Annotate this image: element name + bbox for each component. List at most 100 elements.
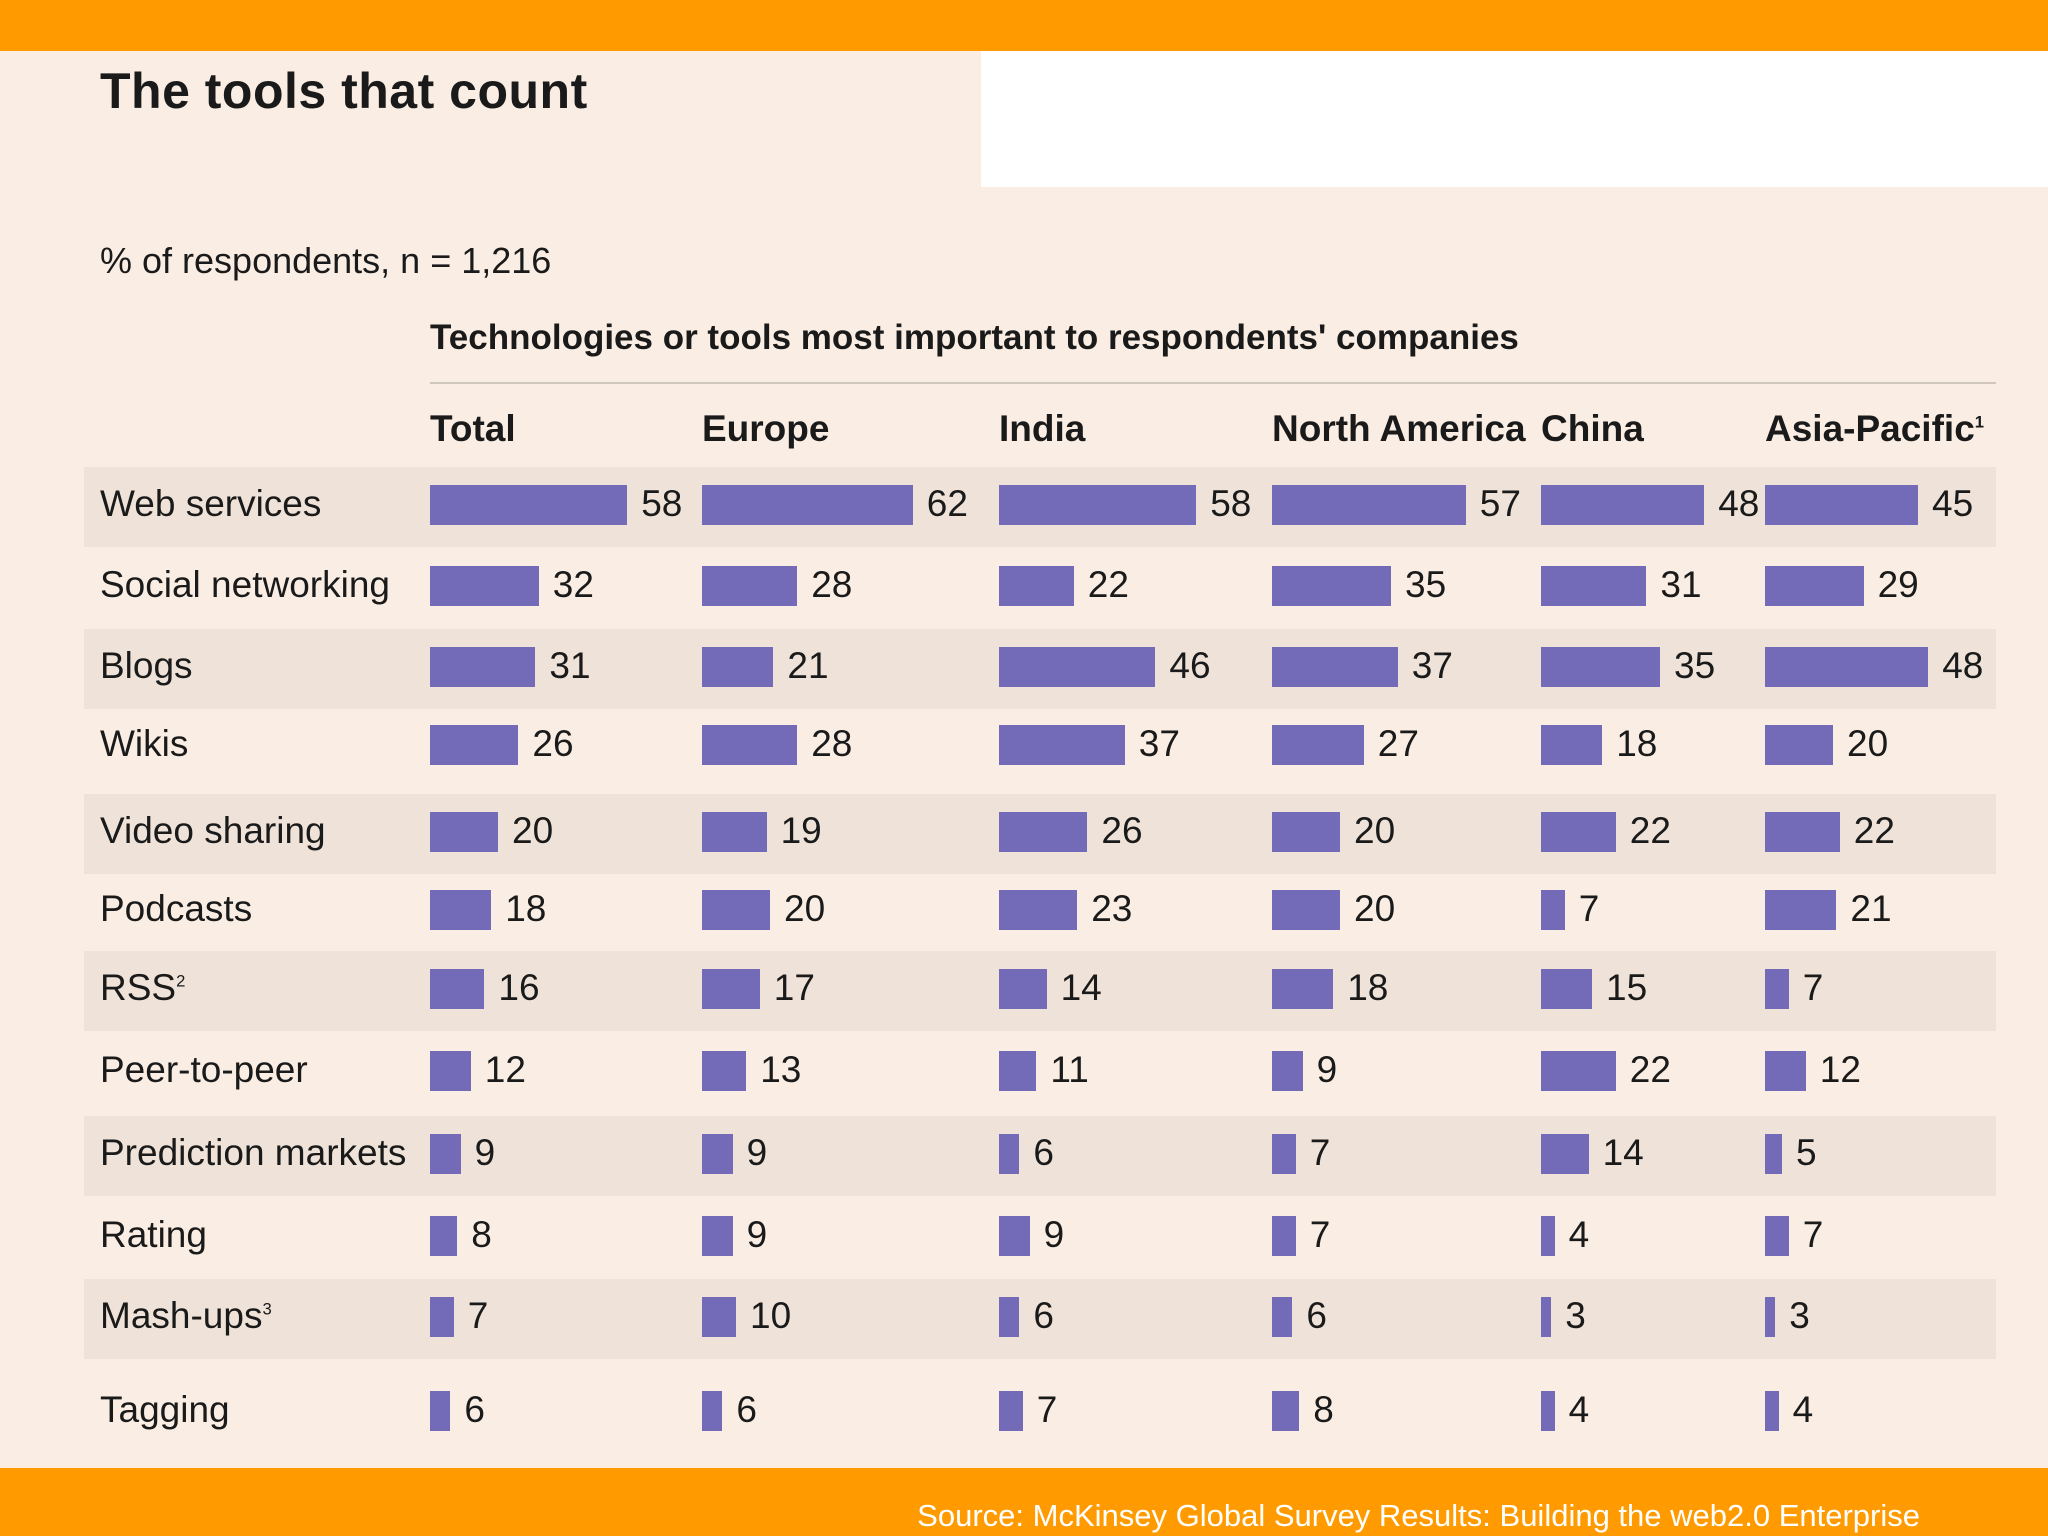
bar bbox=[1272, 647, 1398, 687]
data-label: 9 bbox=[746, 1214, 768, 1255]
data-label: 31 bbox=[549, 645, 591, 686]
bar bbox=[1765, 1216, 1789, 1256]
data-label: 7 bbox=[1578, 888, 1600, 929]
bar bbox=[1272, 1051, 1303, 1091]
bar bbox=[702, 647, 774, 687]
bar bbox=[1765, 647, 1929, 687]
bar bbox=[999, 890, 1078, 930]
data-label: 6 bbox=[1033, 1132, 1054, 1173]
data-label: 20 bbox=[1354, 810, 1396, 851]
bar bbox=[702, 485, 913, 525]
data-label: 48 bbox=[1942, 645, 1984, 686]
data-label: 45 bbox=[1932, 483, 1974, 524]
source-caption: Source: McKinsey Global Survey Results: … bbox=[917, 1498, 1920, 1533]
data-label: 31 bbox=[1660, 564, 1702, 605]
data-label: 6 bbox=[464, 1389, 485, 1430]
data-label: 62 bbox=[926, 483, 968, 524]
data-label: 21 bbox=[1850, 888, 1892, 929]
data-label: 57 bbox=[1479, 483, 1521, 524]
bar bbox=[1272, 1134, 1296, 1174]
header-white-panel bbox=[981, 51, 2048, 187]
bar bbox=[430, 1051, 471, 1091]
data-label: 10 bbox=[750, 1295, 792, 1336]
data-label: 7 bbox=[1802, 967, 1824, 1008]
bar bbox=[1541, 566, 1647, 606]
bar bbox=[430, 725, 519, 765]
row-label: Video sharing bbox=[100, 810, 326, 851]
data-label: 7 bbox=[1802, 1214, 1824, 1255]
bar bbox=[1272, 485, 1466, 525]
row-shade bbox=[84, 1116, 1996, 1196]
data-label: 4 bbox=[1568, 1389, 1590, 1430]
bar bbox=[1541, 812, 1616, 852]
data-label: 7 bbox=[1309, 1214, 1331, 1255]
bar bbox=[1765, 969, 1789, 1009]
data-label: 22 bbox=[1629, 810, 1671, 851]
data-label: 58 bbox=[641, 483, 683, 524]
bar bbox=[1272, 890, 1340, 930]
data-label: 19 bbox=[780, 810, 822, 851]
bar bbox=[1541, 1391, 1555, 1431]
data-label: 12 bbox=[484, 1049, 526, 1090]
column-header: Total bbox=[430, 408, 516, 449]
bar bbox=[1765, 725, 1833, 765]
bar bbox=[1541, 1051, 1616, 1091]
data-label: 48 bbox=[1718, 483, 1760, 524]
data-label: 32 bbox=[552, 564, 594, 605]
data-label: 20 bbox=[784, 888, 826, 929]
row-shade bbox=[84, 951, 1996, 1031]
data-label: 7 bbox=[1309, 1132, 1331, 1173]
bar bbox=[999, 485, 1197, 525]
data-label: 7 bbox=[1036, 1389, 1058, 1430]
bar bbox=[1765, 485, 1918, 525]
bar bbox=[1765, 1051, 1806, 1091]
row-label: RSS2 bbox=[100, 967, 186, 1008]
data-label: 8 bbox=[1313, 1389, 1334, 1430]
data-label: 35 bbox=[1405, 564, 1447, 605]
bar bbox=[1541, 1216, 1555, 1256]
data-label: 20 bbox=[1847, 723, 1889, 764]
bar bbox=[1272, 969, 1334, 1009]
bar bbox=[999, 647, 1156, 687]
bar bbox=[430, 647, 536, 687]
data-label: 6 bbox=[1033, 1295, 1054, 1336]
footnote-marker: 1 bbox=[1974, 412, 1985, 432]
row-shade bbox=[84, 467, 1996, 547]
bar bbox=[1272, 725, 1364, 765]
data-label: 12 bbox=[1819, 1049, 1861, 1090]
data-label: 28 bbox=[811, 723, 853, 764]
bar bbox=[999, 1134, 1020, 1174]
data-label: 22 bbox=[1087, 564, 1129, 605]
data-label: 58 bbox=[1210, 483, 1252, 524]
footnote-marker: 2 bbox=[176, 971, 186, 991]
bar bbox=[1541, 1134, 1589, 1174]
row-shade bbox=[84, 629, 1996, 709]
column-header: India bbox=[999, 408, 1086, 449]
data-label: 26 bbox=[532, 723, 574, 764]
data-label: 7 bbox=[467, 1295, 489, 1336]
data-label: 21 bbox=[787, 645, 829, 686]
data-label: 23 bbox=[1091, 888, 1133, 929]
bar bbox=[430, 969, 485, 1009]
bar bbox=[430, 890, 492, 930]
data-label: 13 bbox=[760, 1049, 802, 1090]
data-label: 17 bbox=[773, 967, 815, 1008]
bar bbox=[1765, 566, 1864, 606]
data-label: 9 bbox=[474, 1132, 496, 1173]
top-orange-band bbox=[0, 0, 2048, 51]
bar bbox=[430, 485, 628, 525]
bar bbox=[999, 1216, 1030, 1256]
column-header: China bbox=[1541, 408, 1644, 449]
row-label: Tagging bbox=[100, 1389, 230, 1430]
data-label: 29 bbox=[1877, 564, 1919, 605]
bar bbox=[702, 1297, 736, 1337]
row-label: Prediction markets bbox=[100, 1132, 407, 1173]
data-label: 9 bbox=[1316, 1049, 1338, 1090]
page-title: The tools that count bbox=[100, 63, 588, 119]
data-label: 3 bbox=[1789, 1295, 1810, 1336]
row-label: Peer-to-peer bbox=[100, 1049, 308, 1090]
bar bbox=[430, 1297, 454, 1337]
bar bbox=[1765, 1297, 1776, 1337]
bar bbox=[999, 969, 1047, 1009]
